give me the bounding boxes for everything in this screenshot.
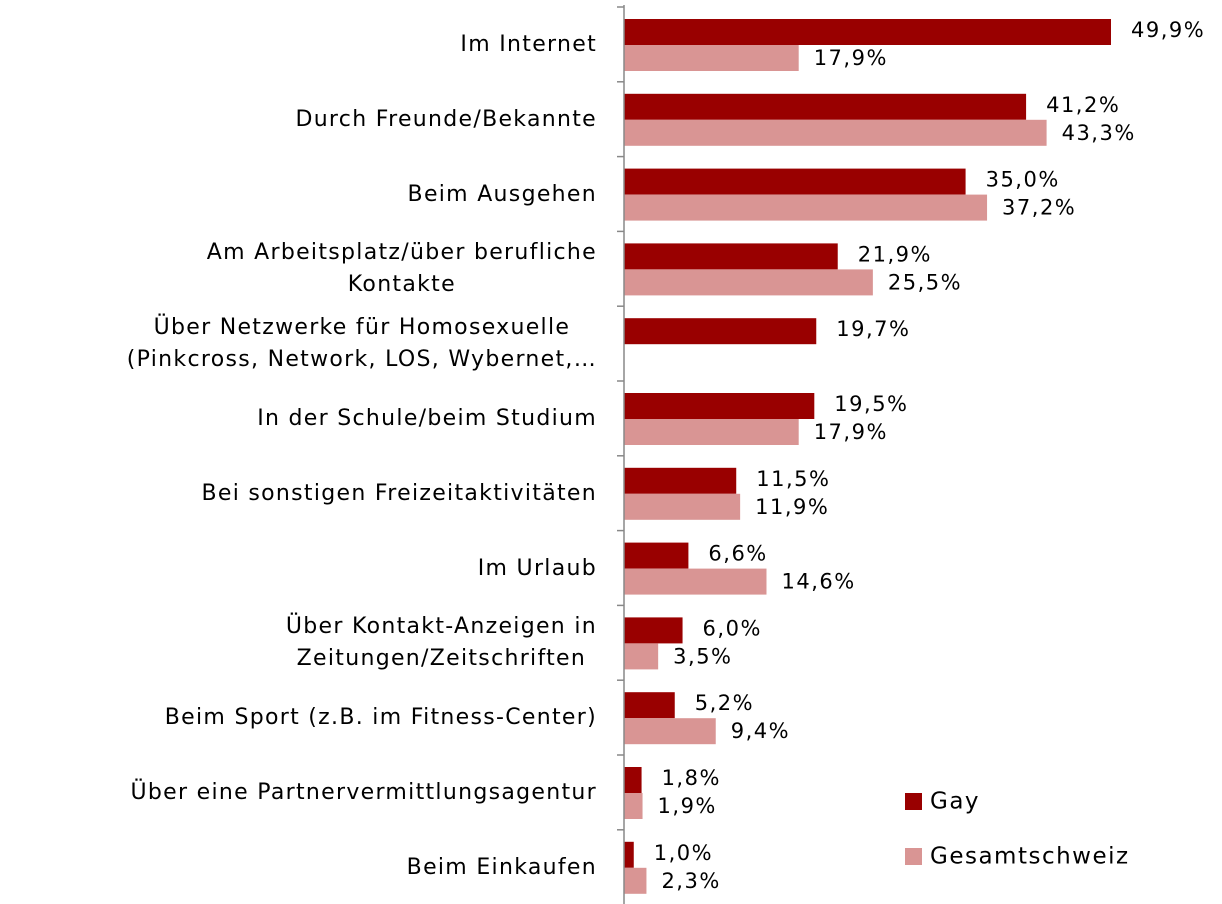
category-label: In der Schule/beim Studium xyxy=(0,403,597,435)
value-label: 19,5% xyxy=(834,392,908,416)
value-label: 9,4% xyxy=(731,719,790,743)
category-text: Beim Ausgehen xyxy=(407,181,597,207)
value-label: 6,6% xyxy=(708,542,767,566)
legend-swatch xyxy=(905,793,922,810)
category-text: In der Schule/beim Studium xyxy=(257,406,597,431)
bar xyxy=(624,194,988,221)
value-label: 1,0% xyxy=(654,841,713,865)
category-label: Beim Sport (z.B. im Fitness-Center) xyxy=(0,702,597,734)
value-label: 41,2% xyxy=(1046,93,1120,117)
category-label: Beim Ausgehen xyxy=(0,179,597,211)
bar xyxy=(624,718,716,745)
value-label: 11,5% xyxy=(756,467,830,491)
bar xyxy=(624,318,817,345)
category-label: Durch Freunde/Bekannte xyxy=(0,104,597,136)
value-label: 35,0% xyxy=(986,168,1060,192)
bar xyxy=(624,93,1027,120)
bar xyxy=(624,45,799,71)
bar xyxy=(624,867,647,894)
bar xyxy=(624,19,1111,45)
legend-label: Gesamtschweiz xyxy=(930,844,1130,870)
bar xyxy=(624,643,659,670)
bar xyxy=(624,119,1047,146)
category-text: Bei sonstigen Freizeitaktivitäten xyxy=(201,480,597,506)
category-label: Über eine Partnervermittlungsagentur xyxy=(0,777,597,809)
value-label: 1,9% xyxy=(658,794,717,818)
category-label: Beim Einkaufen xyxy=(0,852,597,884)
bar xyxy=(624,269,873,296)
value-label: 25,5% xyxy=(888,270,962,294)
category-label: Über Netzwerke für Homosexuelle (Pinkcro… xyxy=(0,312,597,376)
bar xyxy=(624,767,642,793)
bar xyxy=(624,568,767,595)
category-text: Im Urlaub xyxy=(477,555,597,581)
category-text: Über Netzwerke für Homosexuelle (Pinkcro… xyxy=(126,315,597,373)
value-label: 37,2% xyxy=(1002,196,1076,220)
bar xyxy=(624,793,643,819)
category-label: Am Arbeitsplatz/über berufliche Kontakte xyxy=(0,237,597,301)
value-label: 1,8% xyxy=(662,766,721,790)
bar xyxy=(624,617,683,644)
value-label: 21,9% xyxy=(858,242,932,266)
bar xyxy=(624,493,741,520)
category-label: Im Urlaub xyxy=(0,553,597,585)
category-label: Bei sonstigen Freizeitaktivitäten xyxy=(0,478,597,510)
bar xyxy=(624,393,815,419)
category-label: Im Internet xyxy=(0,29,597,61)
category-text: Beim Sport (z.B. im Fitness-Center) xyxy=(164,705,597,731)
value-label: 5,2% xyxy=(695,691,754,715)
category-text: Beim Einkaufen xyxy=(406,854,597,880)
value-label: 2,3% xyxy=(661,869,720,893)
category-text: Durch Freunde/Bekannte xyxy=(295,106,597,132)
value-label: 43,3% xyxy=(1062,121,1136,145)
category-text: Über Kontakt-Anzeigen in Zeitungen/Zeits… xyxy=(285,614,597,672)
bar xyxy=(624,243,838,270)
value-label: 19,7% xyxy=(836,317,910,341)
bar xyxy=(624,168,966,195)
bar xyxy=(624,467,737,494)
category-text: Am Arbeitsplatz/über berufliche Kontakte xyxy=(206,240,597,298)
bar xyxy=(624,542,689,569)
value-label: 11,9% xyxy=(755,495,829,519)
bar xyxy=(624,692,675,719)
value-label: 14,6% xyxy=(781,570,855,594)
bar xyxy=(624,419,799,445)
legend-swatch xyxy=(905,848,922,865)
value-label: 49,9% xyxy=(1131,18,1205,42)
value-label: 17,9% xyxy=(814,46,888,70)
category-text: Über eine Partnervermittlungsagentur xyxy=(130,780,597,805)
legend-label: Gay xyxy=(930,789,980,815)
category-text: Im Internet xyxy=(460,32,597,57)
value-label: 17,9% xyxy=(814,420,888,444)
value-label: 6,0% xyxy=(703,616,762,640)
category-label: Über Kontakt-Anzeigen in Zeitungen/Zeits… xyxy=(0,611,597,675)
value-label: 3,5% xyxy=(673,644,732,668)
bar xyxy=(624,841,634,868)
